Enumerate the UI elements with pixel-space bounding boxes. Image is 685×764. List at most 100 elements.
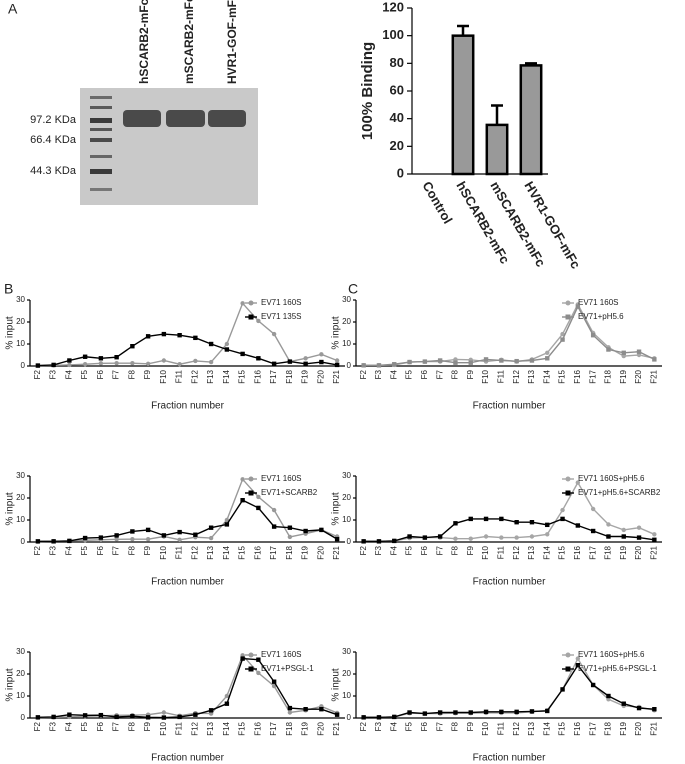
x-tick-label: F13 [206,721,215,735]
data-point [303,707,308,712]
x-tick-label: F8 [127,721,136,731]
data-point [376,715,382,720]
legend-marker [248,490,254,496]
x-tick-label: F14 [222,545,231,559]
x-tick-label: F11 [175,369,184,383]
y-tick-label: 10 [342,339,351,348]
x-tick-label: F11 [496,369,505,383]
x-tick-label: F10 [159,369,168,383]
data-point [407,710,412,715]
x-tick-label: F9 [143,369,152,379]
data-point [621,350,626,355]
y-axis-label: % input [5,668,16,702]
x-tick-label: F13 [206,369,215,383]
x-tick-label: F18 [285,545,294,559]
gel: hSCARB2-mFc mSCARB2-mFc HVR1-GOF-mFc 97.… [30,0,258,205]
x-tick-label: F18 [285,369,294,383]
data-point [51,714,56,720]
x-tick-label: F9 [143,545,152,555]
data-point [130,344,135,349]
x-tick-label: F19 [619,369,628,383]
data-point [437,358,443,363]
data-point [590,506,596,512]
x-tick-label: F16 [253,721,262,735]
x-tick-label: F5 [405,721,414,731]
x-tick-label: F10 [481,369,490,383]
x-tick-label: F11 [496,721,505,735]
x-tick-label: F5 [80,369,89,379]
gel-band [90,169,112,174]
x-axis-label: Fraction number [473,753,546,764]
data-point [287,359,293,364]
x-axis-label: Fraction number [473,401,546,412]
y-tick-label: 20 [342,493,351,502]
data-point [514,709,519,715]
x-tick-label: F20 [634,721,643,735]
x-tick-label: F4 [64,369,73,379]
x-tick-label: F7 [112,545,121,555]
marker-label: 66.4 KDa [30,134,77,146]
data-point [35,539,41,544]
x-tick-label: F19 [619,721,628,735]
data-point [224,347,230,352]
x-tick-label: F17 [269,545,278,559]
y-axis-label: % input [331,492,342,526]
x-tick-label: F20 [316,545,325,559]
x-tick-label: F13 [527,545,536,559]
gel-band [166,110,205,127]
data-point [514,535,519,540]
x-tick-label: F10 [481,545,490,559]
data-point [271,331,277,337]
error-bar [457,24,469,36]
data-point [256,356,261,361]
data-point [130,360,135,366]
data-point [560,331,565,337]
marker-label: 44.3 KDa [30,165,77,177]
data-point [468,536,473,541]
y-tick-label: 0 [347,361,352,370]
x-tick-label: F5 [405,545,414,555]
data-point [621,534,626,539]
data-point [145,361,151,366]
data-point [590,682,596,688]
data-point [560,337,565,342]
data-point [177,714,182,720]
x-tick-label: F17 [269,721,278,735]
data-point [453,710,458,715]
x-tick-label: F12 [190,545,199,559]
gel-band [90,188,112,191]
data-point [193,712,198,717]
x-tick-label: F2 [33,545,42,555]
data-point [334,536,340,542]
data-point [287,705,293,711]
data-point [224,522,230,527]
x-tick-label: F7 [435,721,444,731]
gel-band [90,128,112,131]
data-point [145,334,151,339]
y-tick-label: 0 [347,537,352,546]
data-point [82,362,88,367]
legend-marker [565,490,571,496]
data-point [271,361,277,366]
legend-label: EV71+SCARB2 [261,488,318,497]
x-tick-label: F14 [542,545,551,559]
gel-band [123,110,161,127]
data-point [287,710,293,715]
data-point [453,521,458,526]
bar [519,64,543,176]
y-tick-label: 40 [390,110,404,125]
data-point [177,333,182,338]
x-tick-label: F16 [573,545,582,559]
data-point [208,708,214,713]
data-point [606,522,611,527]
data-point [392,538,397,544]
series-line [363,663,655,719]
x-tick-label: F21 [649,721,658,735]
data-point [161,710,167,715]
x-tick-label: F20 [316,369,325,383]
data-point [606,693,611,699]
x-tick-label: F8 [127,545,136,555]
data-point [499,516,504,522]
data-point [145,527,151,533]
